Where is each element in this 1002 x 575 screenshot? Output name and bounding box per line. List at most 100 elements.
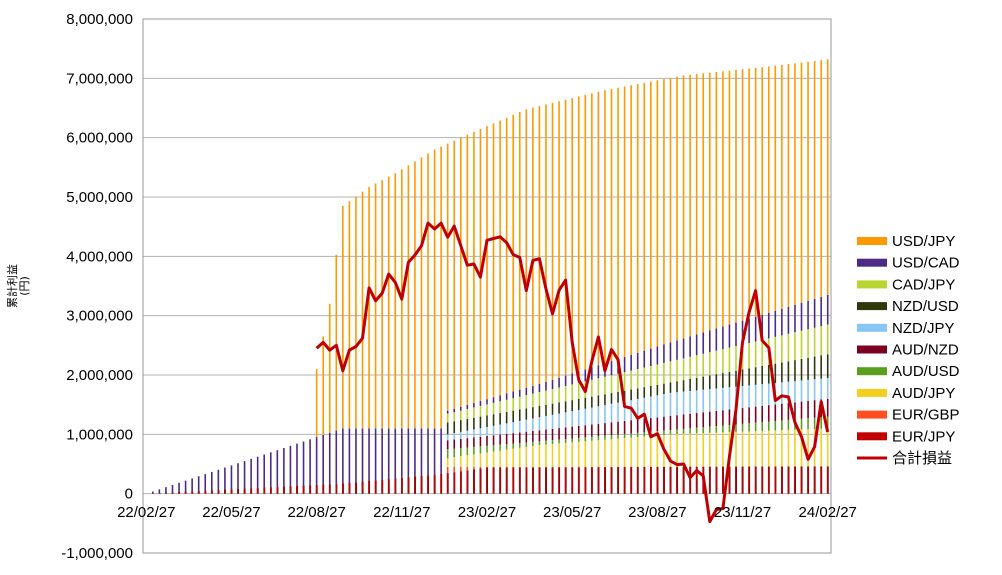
bar-segment-aud-jpy [577,441,580,467]
bar-segment-cad-jpy [538,392,541,406]
bar-segment-usd-jpy [466,134,469,405]
bar-segment-eur-jpy [807,466,809,494]
bar-segment-eur-jpy [368,481,370,494]
bar-segment-usd-cad [250,458,252,489]
bar-segment-usd-cad [813,298,816,328]
bar-segment-usd-cad [636,352,639,370]
bar-segment-cad-jpy [512,398,515,411]
bar-segment-eur-gbp [486,466,488,468]
bar-segment-cad-jpy [813,327,816,357]
bar-segment-nzd-usd [676,381,678,393]
bar-segment-aud-nzd [774,404,777,422]
bar-segment-aud-usd [479,446,482,454]
bar-segment-nzd-jpy [820,378,822,400]
bar-segment-usd-cad [735,322,737,347]
bar-segment-usd-jpy [361,191,364,429]
bar-segment-usd-cad [558,377,560,388]
bar-segment-nzd-usd [492,414,495,426]
bar-segment-eur-gbp [459,466,462,472]
bar-segment-aud-usd [499,444,501,451]
bar-segment-cad-jpy [499,401,501,414]
legend-label: CAD/JPY [892,276,955,293]
bar-segment-usd-cad [761,314,763,340]
bar-segment-aud-nzd [512,433,515,444]
legend-label: AUD/USD [892,363,960,380]
bar-segment-aud-usd [623,433,626,439]
bar-segment-eur-jpy [591,467,593,494]
bar-segment-eur-jpy [453,472,456,494]
y-tick-label: 1,000,000 [66,426,133,443]
bar-segment-usd-cad [171,484,174,493]
bar-segment-aud-nzd [584,425,587,438]
bar-segment-eur-gbp [479,466,482,469]
bar-segment-nzd-usd [525,408,528,420]
bar-segment-nzd-jpy [787,381,790,404]
bar-segment-eur-jpy [545,467,547,494]
bar-segment-nzd-jpy [781,382,783,404]
bar-segment-usd-jpy [328,303,331,433]
bar-segment-usd-cad [289,445,292,487]
bar-segment-eur-jpy [414,476,416,494]
legend-swatch [857,345,887,354]
bar-segment-aud-nzd [617,421,619,435]
bar-segment-eur-gbp [525,466,528,468]
bar-segment-usd-cad [355,428,357,483]
bar-segment-aud-nzd [545,429,547,441]
bar-segment-eur-jpy [623,467,626,494]
bar-segment-cad-jpy [446,413,449,423]
bar-segment-usd-cad [754,316,757,342]
bar-segment-nzd-jpy [623,401,626,421]
bar-segment-eur-jpy [505,467,508,494]
bar-segment-nzd-jpy [656,395,659,418]
bar-segment-aud-jpy [532,445,534,467]
bar-segment-cad-jpy [695,355,698,378]
bar-segment-usd-cad [807,300,809,330]
bar-segment-eur-jpy [479,468,482,494]
x-tick-label: 23/02/27 [458,504,516,521]
bar-segment-nzd-jpy [636,398,639,420]
bar-segment-usd-cad [230,465,233,490]
bar-segment-aud-usd [715,426,718,433]
bar-segment-aud-usd [689,428,691,434]
bar-segment-usd-jpy [499,120,501,396]
bar-segment-aud-usd [459,448,462,457]
bar-segment-usd-jpy [820,60,822,297]
bar-segment-usd-jpy [722,71,724,327]
stacked-bars [152,59,829,494]
bar-segment-aud-jpy [538,445,541,467]
bar-segment-eur-gbp [446,466,449,474]
bar-segment-aud-nzd [532,430,534,442]
bar-segment-aud-nzd [800,401,803,419]
bar-segment-nzd-jpy [676,392,678,416]
bar-segment-usd-cad [466,404,469,409]
bar-segment-usd-cad [401,428,403,478]
bar-segment-aud-usd [636,432,639,438]
bar-segment-eur-jpy [459,471,462,494]
bar-segment-usd-jpy [564,99,567,376]
bar-segment-nzd-usd [610,393,613,404]
bar-segment-usd-jpy [355,196,357,429]
bar-segment-eur-jpy [191,491,193,494]
bar-segment-nzd-usd [518,409,521,421]
bar-segment-eur-jpy [184,491,187,494]
bar-segment-cad-jpy [505,399,508,412]
bar-segment-eur-jpy [650,466,652,494]
bar-segment-nzd-usd [813,356,816,380]
bar-segment-aud-jpy [767,430,770,467]
bar-segment-eur-jpy [473,469,475,494]
bar-segment-nzd-jpy [643,397,646,419]
bar-segment-aud-nzd [610,422,613,436]
x-tick-label: 23/05/27 [543,504,601,521]
bar-segment-nzd-usd [748,368,750,386]
bar-segment-usd-cad [512,391,515,399]
bar-segment-aud-jpy [807,429,809,467]
bar-segment-nzd-jpy [689,390,691,414]
bar-segment-aud-nzd [826,398,829,417]
bar-segment-aud-nzd [486,435,488,446]
bar-segment-eur-gbp [551,466,554,468]
bar-segment-usd-cad [335,430,338,484]
bar-segment-aud-usd [630,433,632,438]
bar-segment-usd-jpy [486,126,488,400]
bar-segment-eur-gbp [492,466,495,468]
bar-segment-nzd-jpy [722,387,724,411]
